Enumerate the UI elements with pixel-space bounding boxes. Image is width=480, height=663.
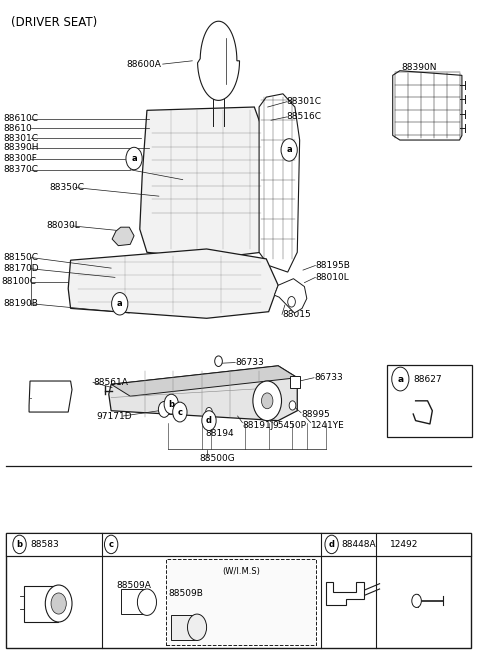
Text: 95450P: 95450P xyxy=(273,421,306,430)
Polygon shape xyxy=(68,249,278,318)
Text: 1241YE: 1241YE xyxy=(311,421,344,430)
FancyBboxPatch shape xyxy=(289,376,300,388)
Circle shape xyxy=(289,401,296,410)
Text: c: c xyxy=(108,540,114,549)
Circle shape xyxy=(325,535,338,554)
Text: 88195B: 88195B xyxy=(315,261,350,270)
Text: b: b xyxy=(168,400,174,408)
Text: 88301C: 88301C xyxy=(4,133,39,143)
Text: 88509B: 88509B xyxy=(168,589,204,598)
Circle shape xyxy=(412,594,421,607)
Text: 88350C: 88350C xyxy=(49,183,84,192)
Polygon shape xyxy=(112,227,134,246)
Circle shape xyxy=(173,402,187,422)
Circle shape xyxy=(281,139,297,161)
Polygon shape xyxy=(325,582,364,605)
Circle shape xyxy=(158,402,170,417)
Text: 12492: 12492 xyxy=(390,540,419,549)
Text: 88509A: 88509A xyxy=(116,581,151,590)
Text: 88583: 88583 xyxy=(30,540,59,549)
FancyBboxPatch shape xyxy=(166,560,316,645)
Circle shape xyxy=(164,394,179,414)
Polygon shape xyxy=(259,94,300,272)
Text: 88030L: 88030L xyxy=(47,221,81,230)
Text: 88390N: 88390N xyxy=(401,63,437,72)
Text: 88170D: 88170D xyxy=(4,265,39,273)
Text: 88995: 88995 xyxy=(301,410,330,419)
Polygon shape xyxy=(140,107,270,259)
Circle shape xyxy=(262,393,273,409)
Circle shape xyxy=(392,367,409,391)
Text: 88627: 88627 xyxy=(413,375,442,383)
Polygon shape xyxy=(29,381,72,412)
Circle shape xyxy=(215,356,222,367)
Text: a: a xyxy=(131,154,137,163)
Text: 88300F: 88300F xyxy=(4,154,37,163)
Text: a: a xyxy=(117,299,122,308)
Circle shape xyxy=(137,589,156,615)
Text: 88100C: 88100C xyxy=(1,278,36,286)
FancyBboxPatch shape xyxy=(120,589,147,614)
Text: 88191J: 88191J xyxy=(242,421,274,430)
FancyBboxPatch shape xyxy=(6,533,471,648)
Text: b: b xyxy=(16,540,23,549)
Circle shape xyxy=(202,410,216,430)
Text: 88150C: 88150C xyxy=(4,253,39,262)
Text: (W/I.M.S): (W/I.M.S) xyxy=(222,568,260,576)
Text: (DRIVER SEAT): (DRIVER SEAT) xyxy=(11,16,97,29)
Text: 97171D: 97171D xyxy=(97,412,132,420)
Text: 88194: 88194 xyxy=(205,430,234,438)
Polygon shape xyxy=(275,278,307,313)
Text: d: d xyxy=(329,540,335,549)
FancyBboxPatch shape xyxy=(24,585,58,622)
Circle shape xyxy=(205,408,212,416)
Text: 88081A: 88081A xyxy=(31,393,66,402)
Polygon shape xyxy=(198,21,240,100)
FancyBboxPatch shape xyxy=(387,365,472,437)
Text: 88370C: 88370C xyxy=(4,165,39,174)
Circle shape xyxy=(51,593,66,614)
Circle shape xyxy=(188,614,206,640)
Text: 88516C: 88516C xyxy=(287,113,322,121)
Text: c: c xyxy=(178,408,182,416)
Text: 86733: 86733 xyxy=(314,373,343,382)
FancyBboxPatch shape xyxy=(171,615,197,640)
Circle shape xyxy=(126,147,142,170)
FancyBboxPatch shape xyxy=(6,533,471,556)
Text: 88010L: 88010L xyxy=(315,273,349,282)
Text: 88610: 88610 xyxy=(4,124,33,133)
Text: 88190B: 88190B xyxy=(4,299,39,308)
Polygon shape xyxy=(109,366,297,420)
Text: 88610C: 88610C xyxy=(4,115,39,123)
Polygon shape xyxy=(393,71,462,140)
Polygon shape xyxy=(111,366,297,396)
Text: a: a xyxy=(397,375,403,383)
Circle shape xyxy=(112,292,128,315)
Text: 88500G: 88500G xyxy=(199,453,235,463)
Text: 86733: 86733 xyxy=(235,358,264,367)
Text: 88448A: 88448A xyxy=(341,540,376,549)
Circle shape xyxy=(288,296,295,307)
Text: 88301C: 88301C xyxy=(287,97,322,106)
Text: 88015: 88015 xyxy=(282,310,311,319)
Text: a: a xyxy=(287,145,292,154)
Circle shape xyxy=(45,585,72,622)
Circle shape xyxy=(253,381,281,420)
Circle shape xyxy=(105,535,118,554)
Text: d: d xyxy=(206,416,212,425)
Text: 88390H: 88390H xyxy=(4,143,39,152)
Text: 88600A: 88600A xyxy=(126,60,161,68)
Circle shape xyxy=(13,535,26,554)
Text: 88561A: 88561A xyxy=(93,378,128,387)
